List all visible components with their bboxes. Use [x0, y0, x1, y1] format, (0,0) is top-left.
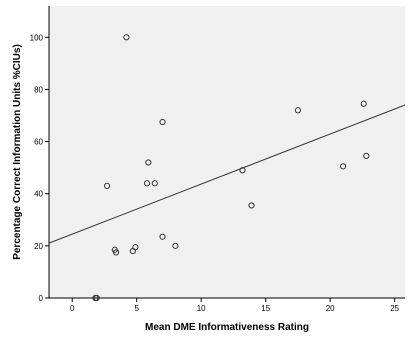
y-tick-label: 60 — [34, 138, 43, 147]
data-point — [145, 159, 152, 166]
data-point — [159, 233, 166, 240]
x-tick-label: 25 — [390, 304, 399, 313]
data-point — [248, 202, 255, 209]
data-point — [294, 107, 302, 114]
x-tick-label: 20 — [326, 304, 335, 313]
y-axis-title: Percentage Correct Information Units %CI… — [12, 44, 23, 260]
data-point — [143, 180, 151, 187]
x-tick-label: 5 — [134, 304, 139, 313]
data-point — [93, 294, 100, 302]
data-point — [123, 34, 130, 41]
data-point — [363, 152, 370, 160]
data-point — [360, 100, 367, 107]
fit-line — [48, 104, 406, 244]
x-tick-label: 0 — [70, 304, 75, 313]
y-tick-label: 0 — [39, 294, 44, 303]
y-tick-label: 100 — [30, 33, 44, 42]
data-point — [132, 244, 139, 251]
data-point — [151, 180, 158, 187]
x-tick-label: 10 — [197, 304, 206, 313]
y-tick-label: 80 — [34, 85, 43, 94]
y-tick-label: 20 — [34, 242, 43, 251]
data-point — [112, 249, 120, 256]
data-point — [159, 118, 166, 126]
data-point — [103, 182, 111, 189]
data-point — [339, 163, 347, 170]
data-point — [172, 242, 179, 249]
x-tick-label: 15 — [261, 304, 270, 313]
plot-background — [49, 6, 405, 298]
y-tick-label: 40 — [34, 190, 43, 199]
x-axis-title: Mean DME Informativeness Rating — [145, 322, 309, 333]
